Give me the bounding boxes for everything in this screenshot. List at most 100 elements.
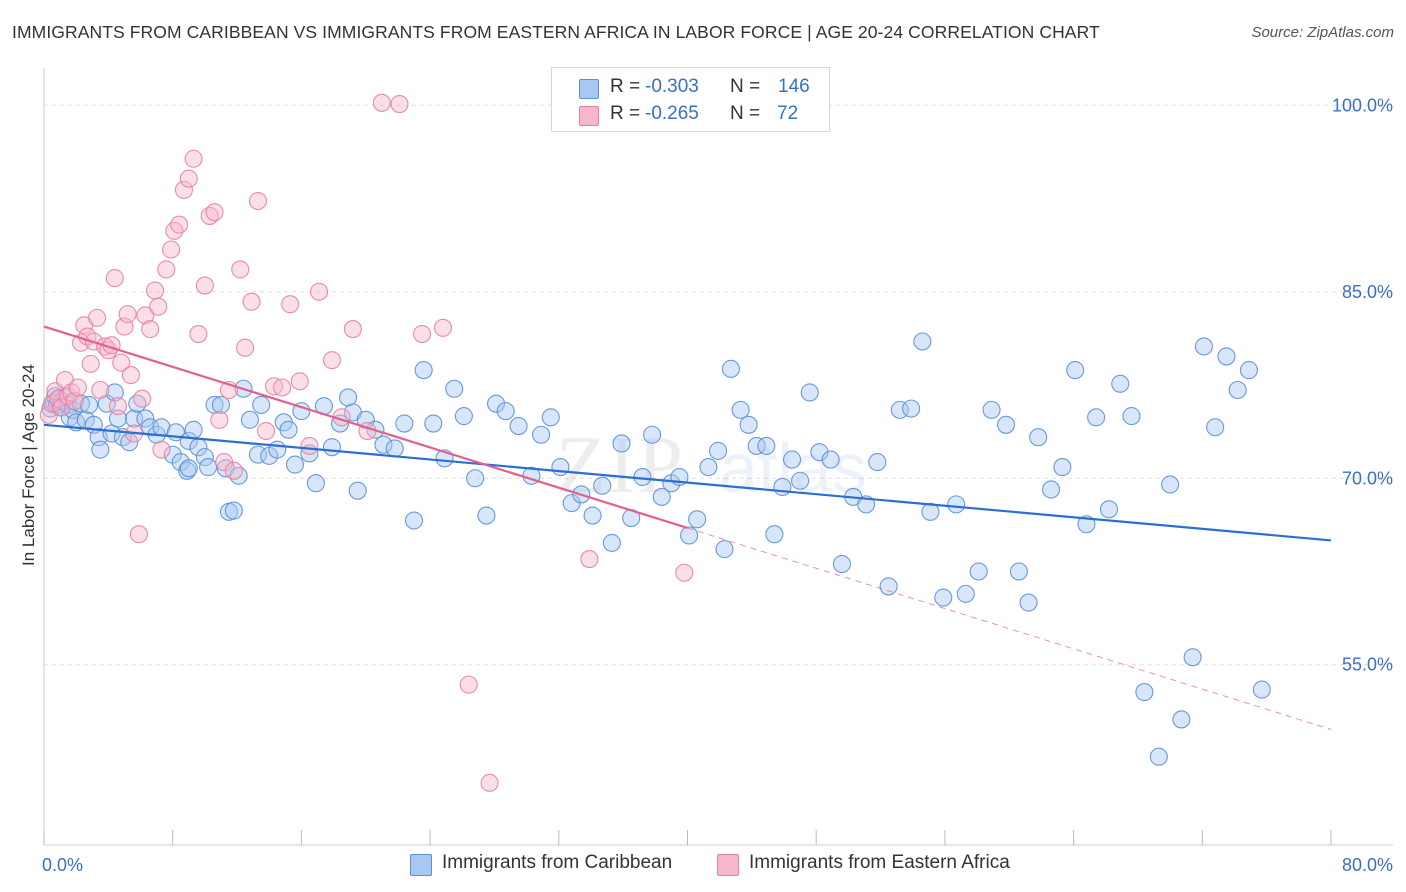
data-point-africa	[91, 380, 110, 400]
data-point-caribbean	[445, 379, 464, 398]
data-point-caribbean	[229, 466, 248, 485]
data-point-caribbean	[424, 414, 443, 433]
bottom-legend-label-caribbean: Immigrants from Caribbean	[442, 852, 673, 873]
data-point-caribbean	[1172, 710, 1191, 729]
bottom-legend-label-africa: Immigrants from Eastern Africa	[749, 852, 1010, 873]
data-point-caribbean	[466, 469, 485, 488]
data-point-africa	[372, 93, 391, 112]
data-point-caribbean	[306, 474, 325, 493]
legend-r-label: R =	[610, 103, 641, 124]
data-point-caribbean	[757, 436, 776, 455]
data-point-caribbean	[1252, 680, 1271, 699]
data-point-caribbean	[195, 448, 214, 467]
data-point-caribbean	[773, 477, 792, 497]
data-point-caribbean	[1099, 500, 1119, 519]
data-point-caribbean	[477, 506, 496, 525]
data-point-caribbean	[1111, 374, 1130, 393]
trend-line-africa-extension	[687, 527, 1332, 730]
trend-line-africa	[43, 325, 688, 530]
x-tick-label: 0.0%	[42, 855, 83, 875]
correlation-legend: R = -0.303 N = 146 R = -0.265 N = 72	[551, 67, 830, 132]
data-point-caribbean	[1019, 593, 1038, 612]
data-point-caribbean	[252, 395, 271, 414]
data-point-africa	[88, 308, 107, 327]
data-point-africa	[141, 320, 160, 339]
data-point-caribbean	[739, 415, 758, 434]
data-point-caribbean	[810, 443, 829, 462]
data-point-caribbean	[496, 402, 515, 421]
data-point-africa	[68, 378, 87, 397]
legend-r-label: R =	[610, 76, 641, 97]
data-point-caribbean	[199, 458, 218, 477]
data-point-africa	[310, 282, 329, 301]
data-point-caribbean	[348, 481, 367, 500]
data-point-africa	[149, 297, 168, 316]
data-point-caribbean	[879, 577, 898, 596]
data-point-caribbean	[102, 424, 121, 443]
data-point-africa	[157, 260, 176, 279]
data-point-caribbean	[1239, 361, 1259, 380]
data-point-caribbean	[1161, 475, 1180, 494]
trend-lines	[43, 325, 1332, 730]
data-point-caribbean	[1066, 361, 1085, 380]
data-point-africa	[174, 180, 194, 199]
data-point-caribbean	[1009, 562, 1028, 581]
trend-line-caribbean	[43, 423, 1332, 542]
data-point-caribbean	[268, 440, 287, 459]
data-point-caribbean	[996, 415, 1016, 434]
data-point-africa	[162, 240, 181, 259]
data-point-caribbean	[715, 540, 734, 559]
data-point-africa	[290, 372, 309, 391]
data-point-caribbean	[783, 450, 802, 469]
data-point-caribbean	[1228, 380, 1247, 400]
data-point-africa	[242, 292, 261, 311]
data-point-africa	[248, 191, 268, 211]
data-point-caribbean	[322, 438, 342, 457]
data-point-caribbean	[1149, 747, 1168, 766]
data-point-caribbean	[643, 425, 662, 444]
data-point-caribbean	[551, 458, 570, 477]
data-point-caribbean	[108, 409, 128, 428]
data-point-africa	[281, 295, 300, 314]
data-point-africa	[81, 354, 100, 373]
data-point-caribbean	[832, 554, 851, 574]
data-point-caribbean	[184, 420, 203, 439]
data-point-africa	[184, 149, 203, 168]
data-point-africa	[480, 773, 499, 792]
data-point-caribbean	[285, 455, 305, 474]
data-point-africa	[152, 440, 171, 459]
data-point-caribbean	[105, 383, 124, 402]
data-point-caribbean	[947, 495, 966, 514]
y-tick-label: 85.0%	[1342, 282, 1393, 302]
watermark: ZIP atlas	[556, 419, 867, 510]
data-point-caribbean	[956, 584, 975, 603]
data-point-africa	[145, 281, 165, 300]
data-point-caribbean	[532, 425, 551, 444]
data-point-africa	[231, 260, 250, 279]
data-point-africa	[675, 563, 694, 582]
data-point-africa	[322, 351, 342, 370]
data-point-caribbean	[1122, 407, 1141, 426]
data-point-caribbean	[969, 562, 988, 581]
data-point-caribbean	[211, 395, 231, 414]
data-point-caribbean	[1194, 337, 1213, 356]
data-point-africa	[118, 305, 137, 324]
data-point-africa	[112, 353, 131, 372]
data-point-caribbean	[934, 588, 953, 607]
data-point-africa	[170, 215, 189, 234]
data-point-caribbean	[454, 407, 473, 426]
legend-swatch-africa	[579, 106, 599, 126]
data-point-africa	[300, 436, 319, 455]
data-point-caribbean	[128, 394, 147, 413]
data-point-africa	[195, 276, 214, 295]
data-point-africa	[390, 95, 409, 114]
data-point-africa	[224, 461, 243, 480]
x-tick-label: 80.0%	[1342, 855, 1393, 875]
data-point-caribbean	[593, 476, 612, 495]
data-point-africa	[189, 324, 208, 344]
y-tick-label: 70.0%	[1342, 468, 1393, 488]
data-point-caribbean	[91, 440, 110, 459]
axes-layer	[43, 68, 1393, 846]
series-africa-points	[39, 93, 694, 792]
